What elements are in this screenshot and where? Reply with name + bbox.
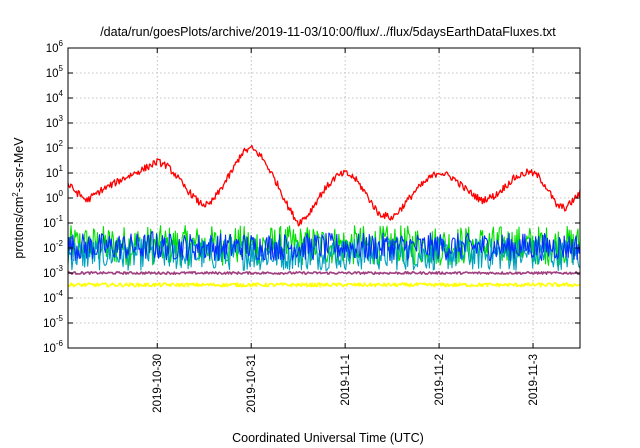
y-tick-base: 10	[43, 268, 56, 280]
y-tick-base: 10	[43, 293, 56, 305]
y-tick-base: 10	[46, 68, 59, 80]
series-group	[67, 144, 581, 288]
y-tick-exponent: 5	[59, 64, 64, 73]
x-tick-label: 2019-11-3	[528, 354, 540, 406]
x-tick-label: 2019-10-30	[152, 354, 164, 413]
y-tick-exponent: 4	[59, 89, 64, 98]
y-tick-exponent: 2	[59, 139, 64, 148]
y-tick-exponent: 6	[59, 39, 64, 48]
series-line	[67, 237, 581, 272]
y-tick-base: 10	[46, 93, 59, 105]
y-tick-label: 10-6	[43, 339, 63, 355]
x-axis-label: Coordinated Universal Time (UTC)	[232, 431, 424, 445]
y-tick-base: 10	[46, 143, 59, 155]
y-tick-label: 102	[46, 139, 64, 155]
y-tick-exponent: -6	[56, 339, 64, 348]
y-tick-exponent: -1	[56, 214, 64, 223]
chart-title: /data/run/goesPlots/archive/2019-11-03/1…	[100, 25, 556, 39]
series-line-red	[67, 144, 581, 227]
y-tick-exponent: 0	[59, 189, 64, 198]
y-tick-label: 101	[46, 164, 64, 180]
y-axis-label-sup: 2	[11, 192, 20, 197]
y-tick-base: 10	[46, 193, 59, 205]
y-tick-exponent: -2	[56, 239, 64, 248]
y-tick-label: 10-2	[43, 239, 63, 255]
y-tick-exponent: -3	[56, 264, 64, 273]
y-tick-label: 10-4	[43, 289, 63, 305]
y-tick-label: 106	[46, 39, 64, 55]
y-tick-label: 10-1	[43, 214, 63, 230]
y-tick-exponent: -4	[56, 289, 64, 298]
series-line	[67, 270, 581, 276]
y-tick-label: 103	[46, 114, 64, 130]
y-tick-base: 10	[43, 318, 56, 330]
y-tick-base: 10	[46, 43, 59, 55]
y-tick-exponent: -5	[56, 314, 64, 323]
x-axis-ticks: 2019-10-30 2019-10-31 2019-11-1 2019-11-2 20…	[152, 48, 540, 413]
y-axis-label-prefix: protons/cm	[12, 197, 26, 259]
y-axis-ticks: 10-610-510-410-310-210-11001011021031041…	[43, 39, 580, 355]
y-tick-label: 105	[46, 64, 64, 80]
y-tick-exponent: 1	[59, 164, 64, 173]
x-tick-label: 2019-11-1	[340, 354, 352, 406]
y-tick-base: 10	[43, 243, 56, 255]
x-tick-label: 2019-10-31	[246, 354, 258, 413]
y-tick-label: 100	[46, 189, 64, 205]
series-line	[67, 282, 581, 288]
y-tick-base: 10	[43, 218, 56, 230]
y-tick-base: 10	[43, 343, 56, 355]
y-tick-label: 10-3	[43, 264, 63, 280]
series-line	[67, 231, 581, 262]
y-tick-exponent: 3	[59, 114, 64, 123]
y-axis-label: protons/cm2-s-sr-MeV	[11, 137, 26, 259]
grid-lines	[68, 48, 580, 348]
y-tick-base: 10	[46, 118, 59, 130]
x-tick-label: 2019-11-2	[434, 354, 446, 406]
y-tick-label: 10-5	[43, 314, 63, 330]
y-tick-label: 104	[46, 89, 64, 105]
y-axis-label-suffix: -s-sr-MeV	[12, 137, 26, 193]
y-tick-base: 10	[46, 168, 59, 180]
